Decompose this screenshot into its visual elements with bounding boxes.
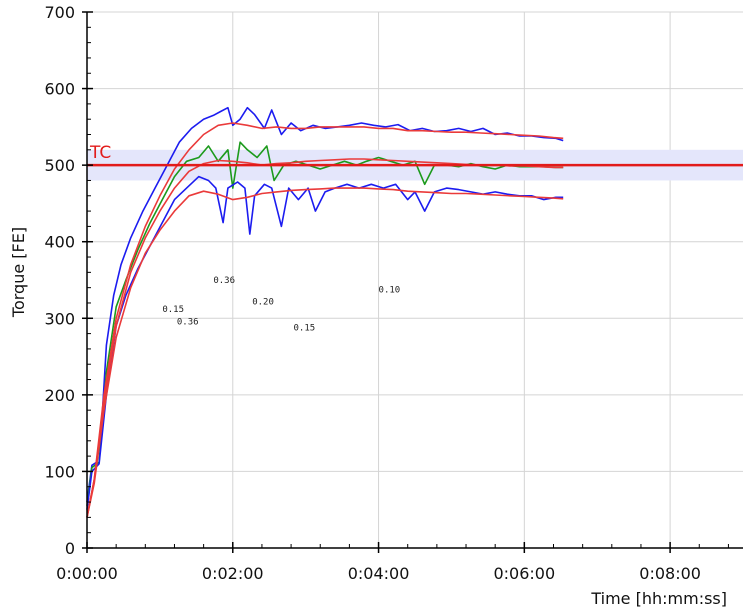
x-tick-label-3: 0:06:00 <box>493 564 555 583</box>
annotation-5: 0.10 <box>379 285 401 295</box>
y-tick-label-3: 300 <box>44 309 75 328</box>
annotations: 0.15 0.36 0.36 0.20 0.15 0.10 <box>162 276 400 333</box>
y-tick-label-2: 200 <box>44 386 75 405</box>
x-tick-label-4: 0:08:00 <box>639 564 701 583</box>
annotation-4: 0.15 <box>294 324 316 334</box>
annotation-3: 0.20 <box>252 298 274 308</box>
series-line-2 <box>86 175 564 510</box>
x-tick-label-2: 0:04:00 <box>348 564 410 583</box>
y-tick-label-7: 700 <box>44 3 75 22</box>
x-axis-label: Time [hh:mm:ss] <box>590 589 727 608</box>
y-tick-label-1: 100 <box>44 462 75 481</box>
y-axis-label: Torque [FE] <box>9 227 28 318</box>
series-line-3 <box>86 122 564 518</box>
tc-reference-layer: TC <box>87 143 743 167</box>
series-line-5 <box>86 187 564 518</box>
y-tick-label-6: 600 <box>44 80 75 99</box>
x-tick-label-1: 0:02:00 <box>202 564 264 583</box>
y-tick-label-0: 0 <box>65 539 75 558</box>
grid <box>87 11 743 548</box>
series-line-4 <box>86 158 564 518</box>
series-line-1 <box>86 141 564 507</box>
tick-labels: 0 100 200 300 400 500 600 700 0:00:00 0:02:00 0:04… <box>44 3 701 583</box>
annotation-0: 0.15 <box>162 305 184 315</box>
y-tick-label-5: 500 <box>44 156 75 175</box>
series-line-0 <box>86 106 564 503</box>
y-tick-label-4: 400 <box>44 233 75 252</box>
axes <box>82 11 743 553</box>
tc-label: TC <box>89 143 111 163</box>
x-tick-label-0: 0:00:00 <box>56 564 118 583</box>
annotation-1: 0.36 <box>177 317 199 327</box>
annotation-2: 0.36 <box>213 276 235 286</box>
